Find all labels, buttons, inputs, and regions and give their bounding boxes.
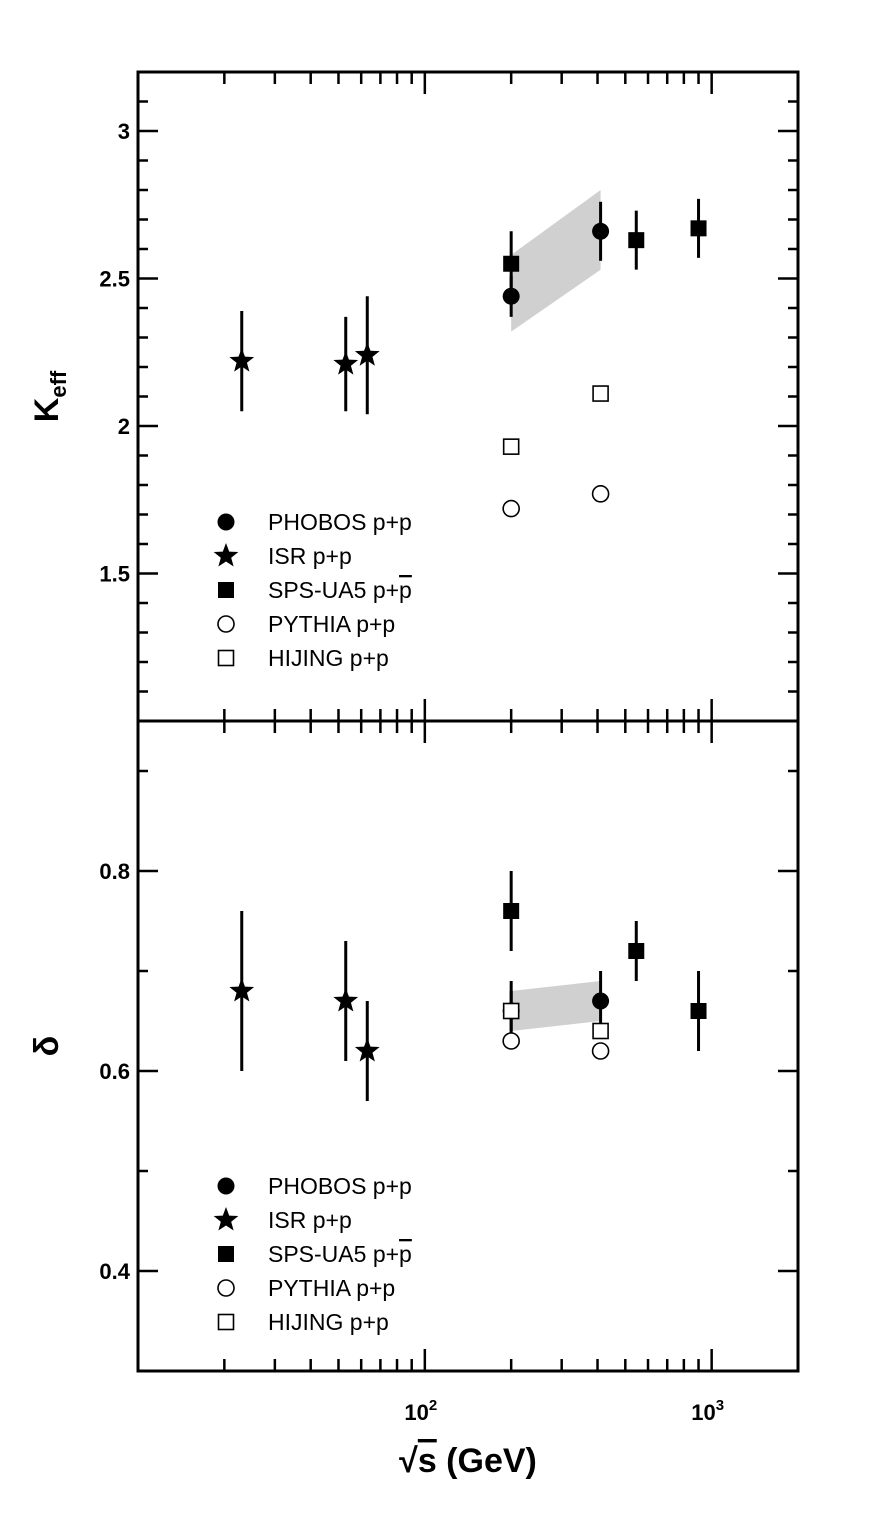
data-point-filled-square [503, 903, 520, 919]
legend-marker [217, 615, 235, 633]
legend-label-text: HIJING p+p [268, 645, 389, 671]
data-point-open-circle [502, 499, 520, 518]
legend-marker [213, 1207, 239, 1231]
legend-marker [218, 1246, 234, 1262]
data-point-open-square [592, 385, 609, 402]
legend-label-text: HIJING p+p [268, 1309, 389, 1335]
data-point-open-circle [502, 1032, 520, 1050]
legend-label-text: PHOBOS p+p [268, 509, 412, 535]
data-point-star [333, 351, 359, 375]
legend-marker [217, 1279, 235, 1297]
systematic-band [511, 190, 601, 332]
data-point-filled-square [628, 232, 645, 249]
data-point-filled-square [690, 220, 707, 237]
legend-marker [217, 513, 235, 531]
series-open-circle [502, 1032, 610, 1060]
legend-label: SPS-UA5 p+p [268, 1241, 412, 1267]
x-axis-label-root: √ [399, 1442, 418, 1480]
data-point-filled-circle [592, 992, 610, 1010]
legend-marker [217, 1313, 235, 1331]
data-point-open-square [502, 438, 520, 455]
x-tick-label-base: 10 [404, 1400, 428, 1425]
legend-label-text: ISR p+p [268, 543, 352, 569]
y-axis-label: δ [28, 1036, 66, 1057]
legend-marker [218, 582, 234, 598]
y-tick-label: 1.5 [99, 562, 130, 587]
legend-label-text: SPS-UA5 p+ [268, 577, 399, 603]
series-open-circle [502, 485, 610, 518]
legend-label-text: ISR p+p [268, 1207, 352, 1233]
legend-label: HIJING p+p [268, 1309, 389, 1335]
y-tick-label: 2 [118, 414, 130, 439]
series-filled-square [503, 198, 707, 297]
y-axis-label-sub: eff [46, 370, 71, 398]
data-point-open-circle [591, 1042, 610, 1060]
x-tick-label: 102 [404, 1397, 437, 1425]
legend-label-overline: p [399, 1241, 412, 1267]
plot-frame [136, 719, 800, 1373]
x-tick-label-exp: 3 [716, 1397, 724, 1414]
data-point-star [354, 342, 380, 366]
data-point-star [333, 988, 359, 1012]
legend-marker [217, 1177, 235, 1195]
legend-label-text: PHOBOS p+p [268, 1173, 412, 1199]
y-axis-label: Keff [28, 370, 71, 422]
y-axis-label-main: δ [28, 1036, 66, 1057]
y-tick-label: 0.4 [99, 1259, 130, 1284]
x-axis-label: √s (GeV) [399, 1442, 537, 1480]
legend-marker [217, 649, 235, 667]
legend-label: HIJING p+p [268, 645, 389, 671]
x-axis-labels: 102 103√s (GeV) [399, 1397, 724, 1480]
data-point-star [229, 348, 255, 372]
y-tick-label: 0.8 [99, 859, 130, 884]
panel-top: 1.5 2 2.5 3 Keff PHOBOS p+p ISR p+p SPS-UA5 p+p… [28, 70, 800, 723]
data-point-filled-square [503, 255, 520, 272]
data-point-star [354, 1038, 380, 1062]
series-filled-circle [502, 201, 610, 317]
legend-label: PHOBOS p+p [268, 509, 412, 535]
data-point-filled-circle [592, 222, 610, 240]
plot-frame [136, 70, 800, 723]
x-tick-label-base: 10 [691, 1400, 715, 1425]
legend-label: PYTHIA p+p [268, 611, 395, 637]
data-point-filled-square [628, 943, 645, 959]
legend-marker [213, 543, 239, 567]
data-point-filled-square [690, 1003, 707, 1019]
y-axis-label-main: K [28, 397, 66, 422]
x-tick-label-exp: 2 [429, 1397, 437, 1414]
legend-label: SPS-UA5 p+p [268, 577, 412, 603]
x-tick-label: 103 [691, 1397, 724, 1425]
series-open-square [502, 385, 609, 455]
legend-label: ISR p+p [268, 543, 352, 569]
x-axis-label-rest: (GeV) [437, 1442, 537, 1480]
legend-label: PYTHIA p+p [268, 1275, 395, 1301]
legend-label-text: PYTHIA p+p [268, 1275, 395, 1301]
systematic-band [511, 981, 601, 1031]
y-tick-label: 2.5 [99, 267, 130, 292]
series-open-square [502, 1002, 609, 1040]
series-star [229, 911, 380, 1101]
data-point-open-square [592, 1022, 609, 1040]
y-tick-label: 0.6 [99, 1059, 130, 1084]
y-tick-label: 3 [118, 119, 130, 144]
legend-label-text: PYTHIA p+p [268, 611, 395, 637]
data-point-open-square [502, 1002, 520, 1020]
x-axis-label-s: s [418, 1442, 437, 1480]
legend-label-text: SPS-UA5 p+ [268, 1241, 399, 1267]
legend-label: PHOBOS p+p [268, 1173, 412, 1199]
data-point-open-circle [591, 485, 610, 503]
legend-label-overline: p [399, 577, 412, 603]
series-star [229, 296, 380, 415]
legend-label: ISR p+p [268, 1207, 352, 1233]
data-point-star [229, 978, 255, 1002]
